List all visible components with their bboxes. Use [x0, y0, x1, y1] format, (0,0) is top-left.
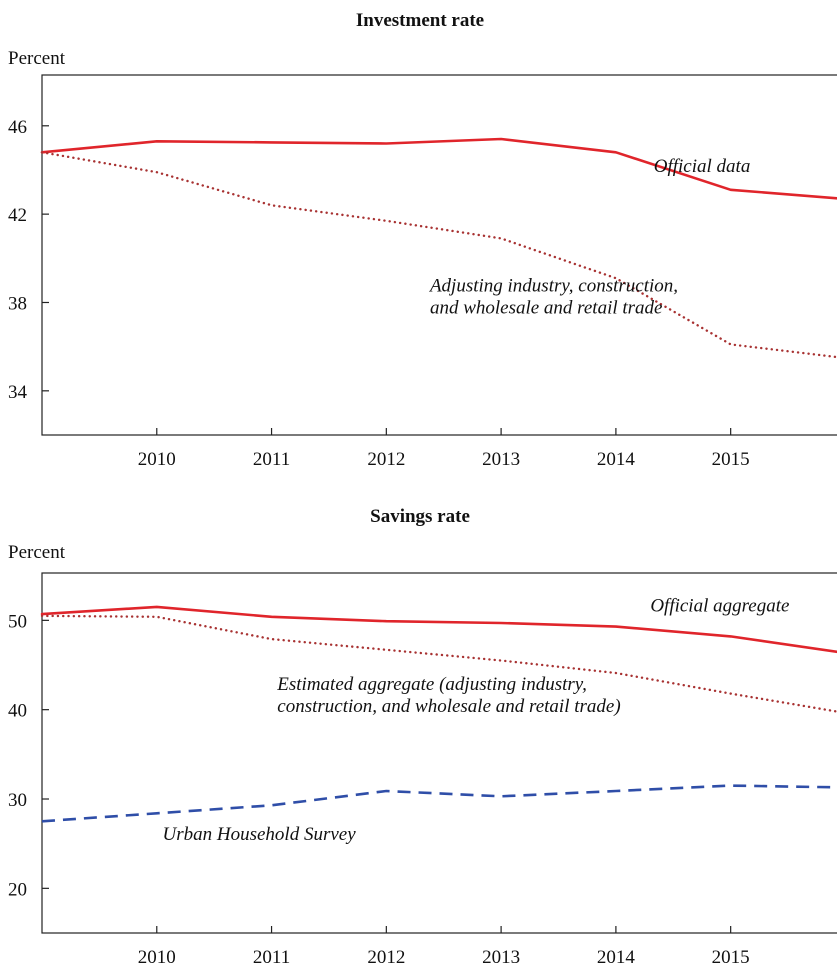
- investment-x-tick-label: 2015: [712, 449, 750, 470]
- savings-y-tick-label: 40: [8, 701, 27, 722]
- savings-series-annotation: construction, and wholesale and retail t…: [277, 696, 620, 717]
- savings-x-tick-label: 2011: [253, 947, 290, 965]
- savings-y-tick-label: 20: [8, 879, 27, 900]
- savings-series-annotation: Urban Household Survey: [163, 824, 357, 845]
- investment-y-tick-label: 46: [8, 117, 27, 138]
- savings-rate-panel: Savings rate Percent 2010 2011 2012 2013 201…: [8, 506, 837, 965]
- investment-annotations: Official data Adjusting industry, constru…: [428, 156, 750, 318]
- investment-y-tick-label: 34: [8, 382, 28, 403]
- investment-x-tick-label: 2011: [253, 449, 290, 470]
- savings-plot-frame: [41, 572, 837, 934]
- investment-series: [40, 137, 837, 359]
- investment-x-tick-label: 2013: [482, 449, 520, 470]
- savings-x-tick-label: 2014: [597, 947, 636, 965]
- savings-dashed-series-line: [41, 784, 837, 823]
- investment-y-unit-label: Percent: [8, 48, 66, 69]
- savings-annotations: Official aggregate Estimated aggregate (a…: [163, 595, 790, 845]
- investment-x-tick-label: 2014: [597, 449, 636, 470]
- savings-y-tick-label: 50: [8, 611, 27, 632]
- savings-ticks: 2010 2011 2012 2013 2014 2015 20 30 40 50: [8, 611, 750, 965]
- investment-x-tick-label: 2010: [138, 449, 176, 470]
- investment-series-annotation: and wholesale and retail trade: [430, 297, 663, 318]
- savings-y-unit-label: Percent: [8, 542, 66, 563]
- investment-solid-series-line: [40, 137, 837, 200]
- investment-dotted-series-line: [40, 151, 837, 359]
- investment-series-annotation: Adjusting industry, construction,: [428, 275, 678, 296]
- savings-series-annotation: Official aggregate: [650, 595, 789, 616]
- savings-y-tick-label: 30: [8, 790, 27, 811]
- investment-y-tick-label: 38: [8, 293, 27, 314]
- investment-rate-panel: Investment rate Percent 2010 2011 2012 2013…: [8, 10, 837, 470]
- investment-ticks: 2010 2011 2012 2013 2014 2015 34 38 42 46: [8, 117, 750, 470]
- investment-plot-frame: [41, 74, 837, 436]
- investment-series-annotation: Official data: [654, 156, 751, 177]
- savings-series: [40, 605, 837, 823]
- savings-x-tick-label: 2015: [712, 947, 750, 965]
- investment-y-tick-label: 42: [8, 205, 27, 226]
- savings-x-tick-label: 2010: [138, 947, 176, 965]
- savings-x-tick-label: 2012: [367, 947, 405, 965]
- investment-x-tick-label: 2012: [367, 449, 405, 470]
- savings-solid-series-line: [40, 605, 837, 654]
- savings-series-annotation: Estimated aggregate (adjusting industry,: [276, 674, 587, 695]
- investment-chart-title: Investment rate: [356, 10, 484, 31]
- savings-x-tick-label: 2013: [482, 947, 520, 965]
- savings-chart-title: Savings rate: [370, 506, 470, 527]
